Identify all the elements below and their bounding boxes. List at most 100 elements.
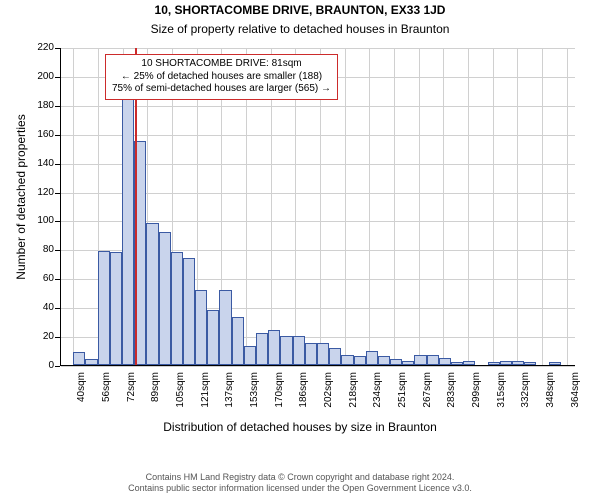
xtick-label: 202sqm xyxy=(323,372,334,420)
histogram-bar xyxy=(146,223,158,365)
histogram-bar xyxy=(232,317,244,365)
chart-subtitle: Size of property relative to detached ho… xyxy=(0,22,600,36)
ytick-label: 20 xyxy=(24,331,54,342)
histogram-bar xyxy=(390,359,402,365)
histogram-bar xyxy=(378,356,390,365)
ytick-label: 160 xyxy=(24,129,54,140)
gridline-vertical xyxy=(419,48,420,365)
ytick-label: 0 xyxy=(24,360,54,371)
xtick-label: 40sqm xyxy=(76,372,87,420)
histogram-bar xyxy=(329,348,341,365)
ytick-label: 80 xyxy=(24,244,54,255)
footer-attribution: Contains HM Land Registry data © Crown c… xyxy=(0,472,600,494)
annotation-line: 10 SHORTACOMBE DRIVE: 81sqm xyxy=(112,58,331,71)
histogram-bar xyxy=(293,336,305,365)
histogram-bar xyxy=(110,252,122,365)
xtick-label: 364sqm xyxy=(570,372,581,420)
ytick-mark xyxy=(55,106,60,107)
histogram-bar xyxy=(463,361,475,365)
ytick-label: 40 xyxy=(24,302,54,313)
xtick-label: 72sqm xyxy=(126,372,137,420)
histogram-bar xyxy=(524,362,536,365)
histogram-bar xyxy=(366,351,378,365)
histogram-bar xyxy=(244,346,256,365)
histogram-bar xyxy=(219,290,231,365)
histogram-bar xyxy=(512,361,524,365)
xtick-label: 153sqm xyxy=(249,372,260,420)
xtick-label: 89sqm xyxy=(150,372,161,420)
annotation-line: ← 25% of detached houses are smaller (18… xyxy=(112,71,331,84)
gridline-horizontal xyxy=(61,106,575,107)
ytick-mark xyxy=(55,250,60,251)
xtick-label: 332sqm xyxy=(520,372,531,420)
xtick-label: 105sqm xyxy=(175,372,186,420)
histogram-bar xyxy=(451,362,463,365)
xtick-label: 315sqm xyxy=(496,372,507,420)
histogram-bar xyxy=(183,258,195,365)
histogram-bar xyxy=(488,362,500,365)
ytick-label: 180 xyxy=(24,100,54,111)
gridline-vertical xyxy=(542,48,543,365)
histogram-bar xyxy=(256,333,268,365)
histogram-bar xyxy=(122,96,134,365)
histogram-bar xyxy=(427,355,439,365)
ytick-label: 200 xyxy=(24,71,54,82)
chart-title: 10, SHORTACOMBE DRIVE, BRAUNTON, EX33 1J… xyxy=(0,3,600,17)
ytick-label: 120 xyxy=(24,187,54,198)
gridline-vertical xyxy=(394,48,395,365)
ytick-mark xyxy=(55,48,60,49)
xtick-label: 267sqm xyxy=(422,372,433,420)
xtick-label: 283sqm xyxy=(446,372,457,420)
ytick-mark xyxy=(55,337,60,338)
x-axis-label: Distribution of detached houses by size … xyxy=(0,420,600,434)
ytick-label: 140 xyxy=(24,158,54,169)
xtick-label: 348sqm xyxy=(545,372,556,420)
ytick-label: 220 xyxy=(24,42,54,53)
gridline-vertical xyxy=(493,48,494,365)
ytick-mark xyxy=(55,308,60,309)
histogram-bar xyxy=(85,359,97,365)
ytick-mark xyxy=(55,164,60,165)
xtick-label: 121sqm xyxy=(200,372,211,420)
xtick-label: 137sqm xyxy=(224,372,235,420)
chart-container: 10, SHORTACOMBE DRIVE, BRAUNTON, EX33 1J… xyxy=(0,0,600,500)
histogram-bar xyxy=(500,361,512,365)
ytick-mark xyxy=(55,221,60,222)
xtick-label: 170sqm xyxy=(274,372,285,420)
histogram-bar xyxy=(341,355,353,365)
ytick-mark xyxy=(55,193,60,194)
histogram-bar xyxy=(305,343,317,365)
xtick-label: 56sqm xyxy=(101,372,112,420)
ytick-label: 60 xyxy=(24,273,54,284)
ytick-mark xyxy=(55,135,60,136)
gridline-horizontal xyxy=(61,366,575,367)
histogram-bar xyxy=(402,361,414,365)
gridline-vertical xyxy=(443,48,444,365)
footer-line-1: Contains HM Land Registry data © Crown c… xyxy=(0,472,600,483)
footer-line-2: Contains public sector information licen… xyxy=(0,483,600,494)
gridline-vertical xyxy=(468,48,469,365)
gridline-vertical xyxy=(73,48,74,365)
histogram-bar xyxy=(98,251,110,365)
xtick-label: 251sqm xyxy=(397,372,408,420)
histogram-bar xyxy=(268,330,280,365)
ytick-mark xyxy=(55,279,60,280)
histogram-bar xyxy=(195,290,207,365)
gridline-vertical xyxy=(567,48,568,365)
histogram-bar xyxy=(207,310,219,365)
histogram-bar xyxy=(439,358,451,365)
annotation-line: 75% of semi-detached houses are larger (… xyxy=(112,83,331,96)
gridline-horizontal xyxy=(61,135,575,136)
gridline-vertical xyxy=(517,48,518,365)
histogram-bar xyxy=(280,336,292,365)
xtick-label: 186sqm xyxy=(298,372,309,420)
annotation-box: 10 SHORTACOMBE DRIVE: 81sqm← 25% of deta… xyxy=(105,54,338,100)
histogram-bar xyxy=(354,356,366,365)
ytick-label: 100 xyxy=(24,215,54,226)
xtick-label: 234sqm xyxy=(372,372,383,420)
ytick-mark xyxy=(55,366,60,367)
histogram-bar xyxy=(171,252,183,365)
xtick-label: 299sqm xyxy=(471,372,482,420)
histogram-bar xyxy=(317,343,329,365)
gridline-vertical xyxy=(345,48,346,365)
